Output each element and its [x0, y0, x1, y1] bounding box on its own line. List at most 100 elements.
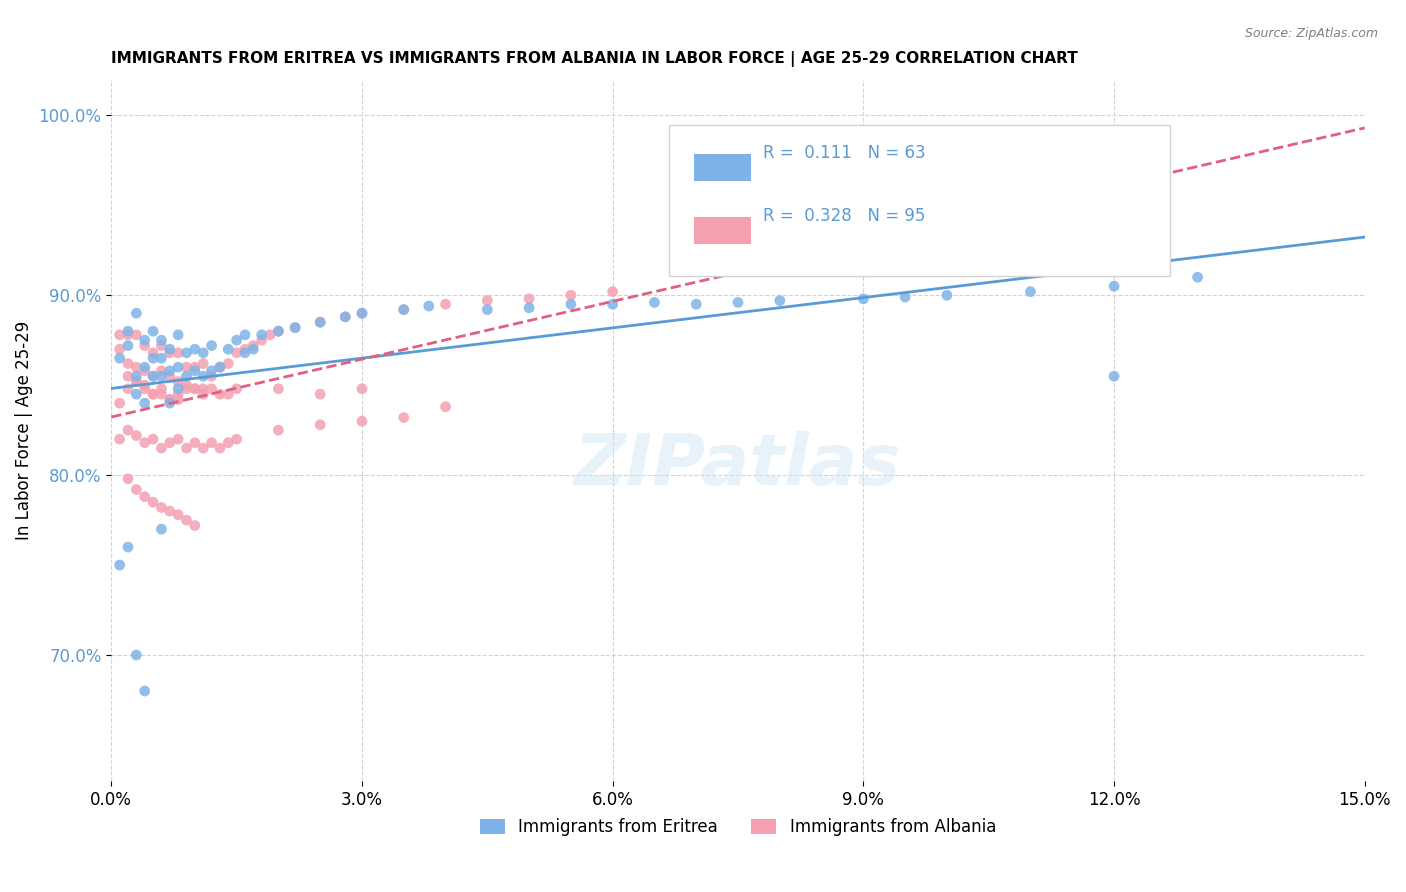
Point: [125, 360, 148, 375]
Point: [350, 306, 373, 320]
Point: [894, 290, 917, 304]
Point: [108, 351, 131, 366]
Point: [434, 400, 457, 414]
Point: [176, 346, 198, 360]
Point: [142, 324, 165, 338]
Point: [142, 369, 165, 384]
Point: [200, 369, 222, 384]
Point: [117, 369, 139, 384]
Point: [935, 288, 957, 302]
Point: [176, 382, 198, 396]
Point: [267, 423, 290, 437]
Point: [150, 387, 173, 401]
Point: [125, 428, 148, 442]
Point: [225, 382, 247, 396]
Point: [350, 306, 373, 320]
Point: [176, 513, 198, 527]
Point: [134, 338, 156, 352]
Text: IMMIGRANTS FROM ERITREA VS IMMIGRANTS FROM ALBANIA IN LABOR FORCE | AGE 25-29 CO: IMMIGRANTS FROM ERITREA VS IMMIGRANTS FR…: [111, 51, 1078, 67]
Point: [134, 435, 156, 450]
Point: [184, 360, 207, 375]
Point: [200, 364, 222, 378]
Point: [150, 369, 173, 384]
Text: ZIPatlas: ZIPatlas: [574, 431, 901, 500]
Point: [159, 435, 181, 450]
Point: [1102, 279, 1125, 293]
Point: [233, 346, 256, 360]
Point: [1102, 369, 1125, 384]
Point: [193, 346, 215, 360]
Point: [259, 327, 281, 342]
Legend: Immigrants from Eritrea, Immigrants from Albania: Immigrants from Eritrea, Immigrants from…: [474, 812, 1002, 843]
Point: [217, 387, 239, 401]
Point: [125, 369, 148, 384]
Point: [125, 375, 148, 389]
Point: [159, 369, 181, 384]
Point: [350, 414, 373, 428]
Point: [335, 310, 357, 324]
Point: [108, 396, 131, 410]
Point: [167, 387, 190, 401]
Point: [217, 435, 239, 450]
Point: [125, 387, 148, 401]
Point: [150, 338, 173, 352]
Point: [176, 378, 198, 392]
Point: [208, 441, 231, 455]
Point: [267, 324, 290, 338]
Point: [167, 382, 190, 396]
Point: [250, 333, 273, 347]
Point: [208, 360, 231, 375]
Point: [142, 387, 165, 401]
Point: [602, 285, 624, 299]
Point: [159, 392, 181, 407]
Point: [309, 315, 332, 329]
Point: [517, 292, 540, 306]
Text: R =  0.328   N = 95: R = 0.328 N = 95: [763, 207, 925, 225]
Point: [193, 441, 215, 455]
Bar: [695, 218, 751, 244]
Point: [208, 360, 231, 375]
Point: [150, 351, 173, 366]
Point: [108, 327, 131, 342]
Point: [685, 297, 707, 311]
Point: [184, 435, 207, 450]
Point: [117, 338, 139, 352]
Point: [125, 375, 148, 389]
Point: [852, 292, 875, 306]
Point: [134, 396, 156, 410]
Point: [108, 342, 131, 356]
Point: [727, 295, 749, 310]
Point: [167, 327, 190, 342]
Point: [150, 364, 173, 378]
Point: [309, 315, 332, 329]
Point: [769, 293, 792, 308]
Point: [108, 432, 131, 446]
Point: [150, 441, 173, 455]
Point: [134, 360, 156, 375]
Point: [200, 435, 222, 450]
Point: [225, 346, 247, 360]
Point: [184, 382, 207, 396]
Point: [309, 387, 332, 401]
Point: [335, 310, 357, 324]
Point: [134, 382, 156, 396]
Point: [134, 684, 156, 698]
Point: [392, 302, 415, 317]
Point: [284, 320, 307, 334]
Point: [125, 483, 148, 497]
Point: [434, 297, 457, 311]
Point: [1019, 285, 1042, 299]
Point: [117, 324, 139, 338]
Point: [176, 369, 198, 384]
Point: [167, 375, 190, 389]
Point: [167, 346, 190, 360]
Point: [150, 500, 173, 515]
Point: [250, 327, 273, 342]
Point: [176, 360, 198, 375]
Point: [150, 382, 173, 396]
Point: [167, 360, 190, 375]
Point: [184, 342, 207, 356]
Point: [117, 540, 139, 554]
Point: [159, 342, 181, 356]
Point: [142, 387, 165, 401]
